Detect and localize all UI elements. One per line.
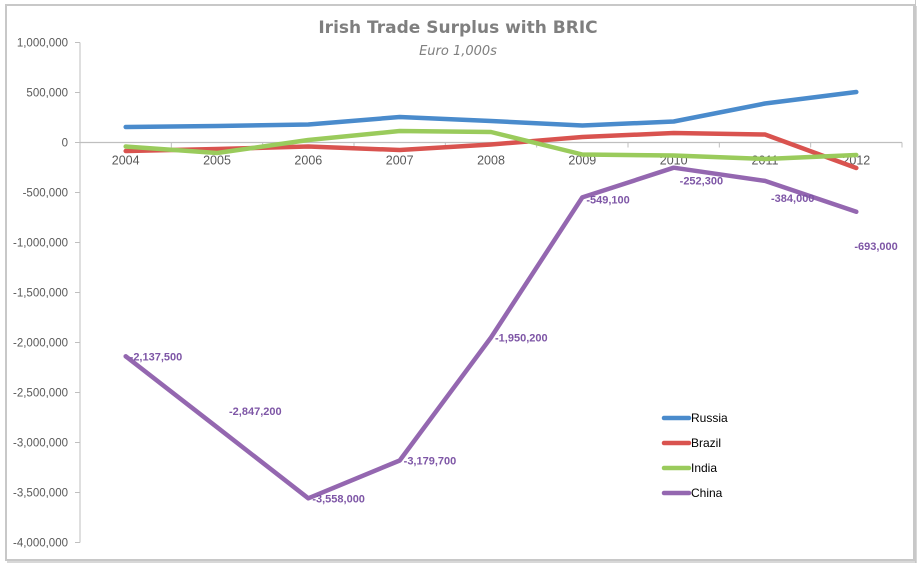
y-tick-label: -4,000,000 [13,538,68,550]
y-tick-label: -500,000 [23,188,68,200]
legend-label-india: India [691,461,717,475]
data-label: -252,300 [680,176,723,188]
y-tick-label: -1,000,000 [13,238,68,250]
chart-frame [5,4,915,561]
x-tick-label: 2004 [112,154,140,168]
x-tick-label: 2007 [386,154,414,168]
y-tick-label: 1,000,000 [17,38,68,50]
series-line-china [123,165,859,501]
x-tick-label: 2006 [294,154,322,168]
series-lines [123,89,859,501]
series-line-india [123,128,859,162]
legend-label-brazil: Brazil [691,436,721,450]
y-tick-label: -3,000,000 [13,438,68,450]
y-axis: 1,000,000 500,000 0 -500,000 -1,000,000 -1,50… [13,38,81,550]
x-tick-label: 2009 [568,154,596,168]
data-label: -549,100 [586,194,629,206]
chart-subtitle: Euro 1,000s [419,44,497,59]
window-edge [915,0,916,563]
data-label: -1,950,200 [495,333,548,345]
y-tick-label: -2,500,000 [13,388,68,400]
data-label: -384,000 [771,193,814,205]
x-tick-label: 2005 [203,154,231,168]
data-label: -2,847,200 [229,406,282,418]
data-labels: -2,137,500 -2,847,200 -3,558,000 -3,179,700… [130,176,898,506]
legend-label-russia: Russia [691,411,728,425]
y-tick-label: -3,500,000 [13,488,68,500]
data-label: -2,137,500 [130,351,183,363]
y-tick-label: -1,500,000 [13,288,68,300]
chart-title: Irish Trade Surplus with BRIC [318,18,597,38]
legend: Russia Brazil India China [661,411,728,500]
x-tick-label: 2008 [477,154,505,168]
y-tick-label: -2,000,000 [13,338,68,350]
y-tick-label: 500,000 [26,88,68,100]
y-tick-label: 0 [62,138,68,150]
series-line-russia [123,89,859,130]
legend-label-china: China [691,486,723,500]
data-label: -3,179,700 [404,455,457,467]
data-label: -693,000 [854,241,897,253]
data-label: -3,558,000 [312,493,365,505]
